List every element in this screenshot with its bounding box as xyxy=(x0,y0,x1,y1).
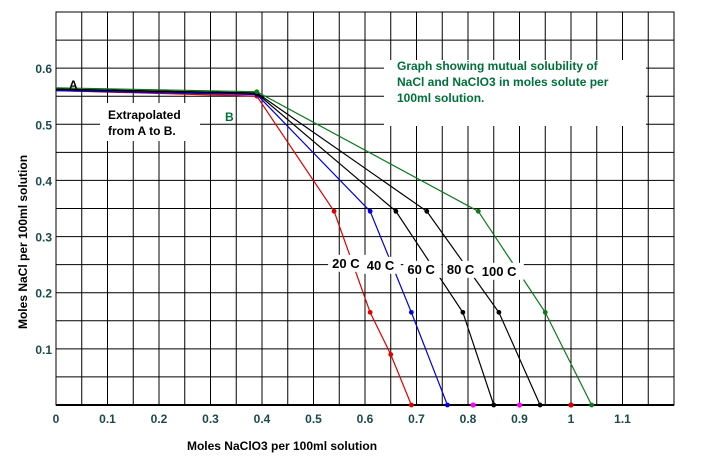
y-axis-title: Moles NaCl per 100ml solution xyxy=(16,155,30,329)
series-point xyxy=(388,352,394,357)
series-label-bg xyxy=(328,254,367,272)
x-tick-label: 0.9 xyxy=(511,412,528,426)
series-point xyxy=(542,309,548,315)
x-tick-label: 0.5 xyxy=(305,412,322,426)
series-label-bg xyxy=(362,256,401,274)
extra-point xyxy=(568,402,574,408)
point-label-b: B xyxy=(225,110,234,124)
series-label-bg xyxy=(403,260,442,278)
series-point xyxy=(589,402,594,408)
y-tick-label: 0.1 xyxy=(35,343,52,357)
x-tick-label: 0 xyxy=(53,412,60,426)
callout-line-1: Graph showing mutual solubility of xyxy=(397,59,599,73)
x-tick-label: 0.4 xyxy=(254,412,271,426)
series-label-bg xyxy=(442,260,481,278)
series-point xyxy=(491,402,497,408)
x-tick-label: 0.1 xyxy=(99,412,116,426)
series-label: 80 C xyxy=(447,262,475,277)
point-label-a: A xyxy=(69,78,78,92)
series-label-bg xyxy=(477,262,524,280)
series-point xyxy=(445,402,450,408)
x-tick-label: 0.2 xyxy=(151,412,168,426)
series-label: 60 C xyxy=(407,262,435,277)
callout-line-2: NaCl and NaClO3 in moles solute per xyxy=(397,75,609,89)
y-tick-label: 0.3 xyxy=(35,231,52,245)
x-tick-label: 1 xyxy=(568,412,575,426)
x-tick-label: 0.8 xyxy=(460,412,477,426)
extrapolation-note: Extrapolated from A to B. xyxy=(100,103,200,141)
series-label: 40 C xyxy=(367,258,395,273)
series-label: 20 C xyxy=(332,256,360,271)
x-tick-label: 1.1 xyxy=(614,412,631,426)
extrapolation-line-2: from A to B. xyxy=(108,124,176,138)
extrapolation-line-1: Extrapolated xyxy=(108,108,181,122)
extra-point xyxy=(516,402,523,408)
series-point xyxy=(408,309,414,315)
series-point xyxy=(475,208,481,214)
series-point xyxy=(460,309,466,315)
x-axis-title: Moles NaClO3 per 100ml solution xyxy=(187,439,377,453)
series-point xyxy=(393,208,399,214)
y-tick-label: 0.2 xyxy=(35,287,52,301)
series-point xyxy=(537,402,543,408)
y-tick-label: 0.5 xyxy=(35,118,52,132)
series-point xyxy=(367,208,373,214)
chart-labels: 0 0.1 0.2 0.3 0.4 0.5 0.6 0.7 0.8 0.9 1 1.1 0.1 0.2 0.… xyxy=(35,62,631,426)
series-point xyxy=(496,309,502,315)
extra-point xyxy=(470,402,476,408)
series-point xyxy=(424,208,430,214)
y-tick-label: 0.6 xyxy=(35,62,52,76)
series-point xyxy=(254,89,260,95)
callout-box: Graph showing mutual solubility of NaCl … xyxy=(384,59,646,126)
x-tick-label: 0.7 xyxy=(408,412,425,426)
x-tick-label: 0.3 xyxy=(202,412,219,426)
y-tick-label: 0.4 xyxy=(35,174,52,188)
x-tick-label: 0.6 xyxy=(357,412,374,426)
callout-line-3: 100ml solution. xyxy=(397,91,484,105)
series-label: 100 C xyxy=(482,264,517,279)
series-point xyxy=(331,208,337,214)
series-point xyxy=(408,402,414,408)
series-point xyxy=(367,309,373,315)
